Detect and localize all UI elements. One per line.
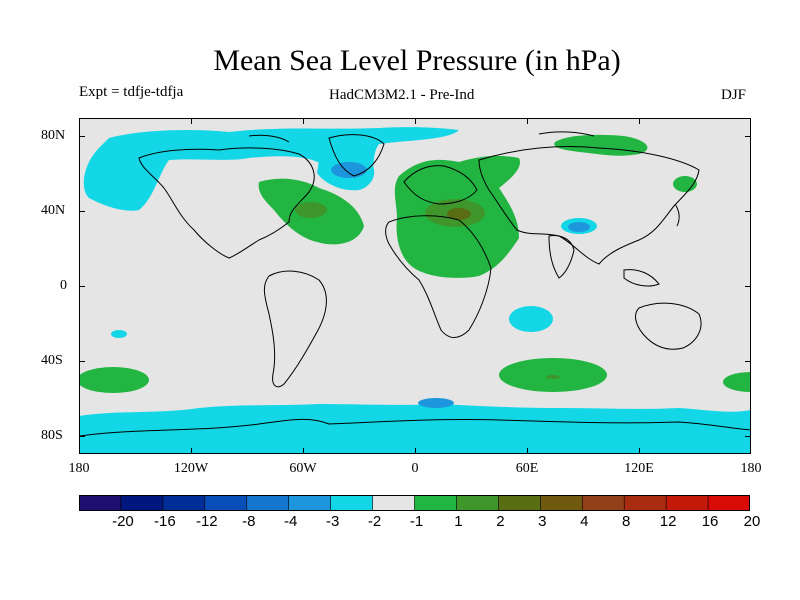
season-label: DJF <box>721 87 747 103</box>
lat-tick-0: 0 <box>60 278 67 293</box>
colorbar-swatch <box>204 495 248 511</box>
colorbar-swatch <box>162 495 206 511</box>
colorbar-label: 12 <box>659 513 677 530</box>
colorbar-label: 3 <box>538 513 547 530</box>
axis-ticks <box>79 118 751 454</box>
north-america-positive-core <box>295 202 327 218</box>
colorbar-swatch <box>456 495 500 511</box>
experiment-label: Expt = tdfje-tdfja <box>79 84 184 100</box>
lon-tick-180w: 180 <box>68 461 90 476</box>
lat-tick-80n: 80N <box>41 128 66 143</box>
colorbar-swatch <box>665 495 709 511</box>
colorbar-label: -12 <box>195 513 218 530</box>
colorbar-swatch <box>707 495 750 511</box>
colorbar-label: 16 <box>701 513 719 530</box>
colorbar-label: -8 <box>242 513 256 530</box>
colorbar-swatch <box>414 495 458 511</box>
colorbar-label: 8 <box>622 513 631 530</box>
colorbar-swatch <box>120 495 164 511</box>
colorbar-swatch <box>330 495 374 511</box>
colorbar-swatch <box>288 495 332 511</box>
mediterranean-positive-peak <box>447 208 471 220</box>
colorbar-label: 20 <box>743 513 761 530</box>
south-pacific-blue-spot <box>111 330 127 338</box>
tibet-negative-core <box>568 222 590 232</box>
colorbar-swatch <box>623 495 667 511</box>
colorbar-swatch <box>540 495 584 511</box>
pressure-map <box>79 118 751 454</box>
colorbar-label: 1 <box>454 513 463 530</box>
north-atlantic-core <box>331 162 367 178</box>
colorbar-label: -4 <box>284 513 298 530</box>
lat-tick-80s: 80S <box>41 428 63 443</box>
lon-tick-120w: 120W <box>173 461 209 476</box>
colorbar-swatch <box>246 495 290 511</box>
colorbar-label: -16 <box>154 513 176 530</box>
colorbar-label: 2 <box>496 513 505 530</box>
lon-tick-0: 0 <box>411 461 419 476</box>
model-label: HadCM3M2.1 - Pre-Ind <box>329 87 475 103</box>
colorbar-label: -20 <box>112 513 134 530</box>
colorbar-label: -2 <box>367 513 382 530</box>
southern-ocean-negative-band <box>79 404 751 454</box>
lat-tick-40s: 40S <box>41 353 63 368</box>
arctic-negative-region <box>83 127 459 211</box>
colorbar-label: 4 <box>580 513 589 530</box>
colorbar <box>79 495 750 511</box>
lon-tick-60e: 60E <box>515 461 539 476</box>
southern-ocean-core <box>418 398 454 408</box>
colorbar-swatch <box>79 495 122 511</box>
colorbar-label: -1 <box>409 513 424 530</box>
lon-tick-60w: 60W <box>289 461 317 476</box>
south-indian-positive-core <box>546 375 560 379</box>
colorbar-swatch <box>372 495 416 511</box>
south-pacific-east-positive-region <box>723 372 751 392</box>
coastlines <box>79 131 751 437</box>
colorbar-swatch <box>498 495 542 511</box>
indian-ocean-negative-region <box>509 306 553 332</box>
map-title: Mean Sea Level Pressure (in hPa) <box>213 44 621 77</box>
map-svg <box>79 118 751 454</box>
lon-tick-180e: 180 <box>740 461 762 476</box>
colorbar-swatch <box>581 495 625 511</box>
colorbar-label: -3 <box>325 513 340 530</box>
south-pacific-positive-region <box>79 367 149 393</box>
lat-tick-40n: 40N <box>41 203 66 218</box>
lon-tick-120e: 120E <box>624 461 654 476</box>
